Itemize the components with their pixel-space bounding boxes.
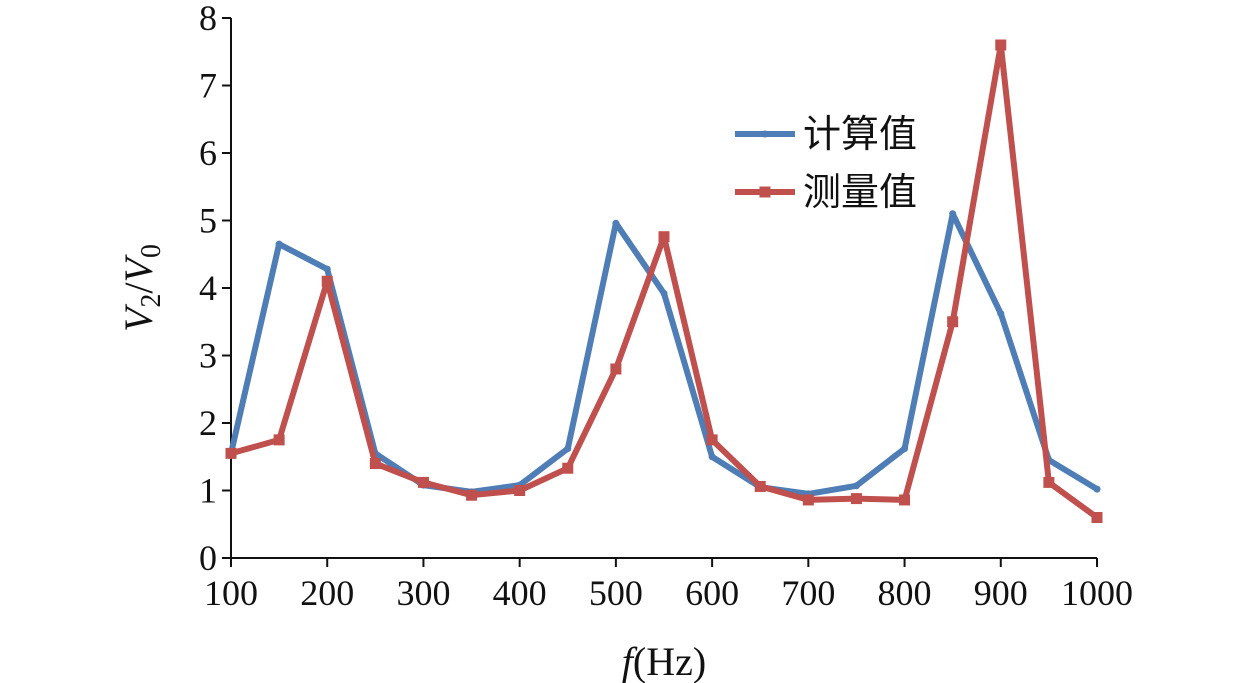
series-1 (227, 210, 1101, 498)
x-tick-label: 700 (781, 573, 835, 613)
data-point (852, 482, 860, 490)
y-ticks: 0 1 2 3 4 5 6 7 8 (199, 0, 231, 578)
series-line (228, 42, 1100, 521)
legend-item-2: 测量值 (735, 170, 917, 214)
legend-item-1: 计算值 (735, 112, 917, 156)
data-point (323, 265, 331, 273)
data-point (225, 447, 237, 459)
series (225, 39, 1103, 523)
data-point (564, 445, 572, 453)
x-tick-label: 300 (396, 573, 450, 613)
x-tick-label: 1000 (1061, 573, 1133, 613)
data-point (1043, 476, 1055, 488)
data-point (321, 275, 333, 287)
x-tick-label: 500 (589, 573, 643, 613)
data-point (417, 476, 429, 488)
x-axis-title-unit: (Hz) (633, 639, 706, 683)
data-point (514, 485, 526, 496)
data-point (995, 39, 1007, 51)
y-tick-label: 8 (199, 0, 217, 38)
y-axis-title-v0: V (116, 253, 161, 282)
y-axis-title-v2: V (116, 303, 161, 332)
y-tick-label: 6 (199, 133, 217, 173)
data-point (1091, 512, 1103, 523)
y-tick-label: 2 (199, 403, 217, 443)
x-axis-title: f(Hz) (622, 639, 706, 683)
x-tick-label: 900 (974, 573, 1028, 613)
data-point (708, 453, 716, 461)
x-tick-label: 200 (300, 573, 354, 613)
data-point (802, 494, 814, 506)
data-point (658, 231, 670, 243)
data-point (273, 434, 285, 446)
data-point (466, 489, 478, 501)
data-point (754, 480, 766, 492)
data-point (612, 219, 620, 227)
data-point (660, 289, 668, 297)
data-point (947, 316, 959, 328)
legend-label: 计算值 (803, 112, 917, 156)
data-point (275, 240, 283, 248)
x-tick-label: 600 (685, 573, 739, 613)
legend-label: 测量值 (803, 170, 917, 214)
data-point (997, 310, 1005, 318)
axes (230, 18, 1097, 559)
y-axis-title: V2/V0 (116, 244, 167, 332)
data-point (562, 462, 574, 474)
y-axis-title-slash: / (116, 282, 161, 294)
y-tick-label: 3 (199, 336, 217, 376)
data-point (1093, 485, 1101, 493)
x-tick-label: 100 (204, 573, 258, 613)
legend-marker (761, 130, 769, 138)
data-point (850, 493, 862, 505)
data-point (901, 445, 909, 453)
x-tick-label: 800 (878, 573, 932, 613)
y-tick-label: 0 (199, 538, 217, 578)
x-tick-label: 400 (493, 573, 547, 613)
y-tick-label: 4 (199, 268, 217, 308)
data-point (899, 494, 911, 506)
y-axis-title-sub0: 0 (136, 244, 167, 258)
x-ticks: 100 200 300 400 500 600 700 800 900 1000 (204, 558, 1133, 613)
data-point (949, 210, 957, 218)
y-tick-label: 5 (199, 201, 217, 241)
y-axis-title-sub2: 2 (136, 294, 167, 308)
legend-marker (759, 186, 771, 198)
y-tick-label: 7 (199, 66, 217, 106)
data-point (610, 363, 622, 375)
series-2 (225, 39, 1103, 523)
data-point (369, 458, 381, 469)
data-point (706, 434, 718, 446)
y-tick-label: 1 (199, 471, 217, 511)
